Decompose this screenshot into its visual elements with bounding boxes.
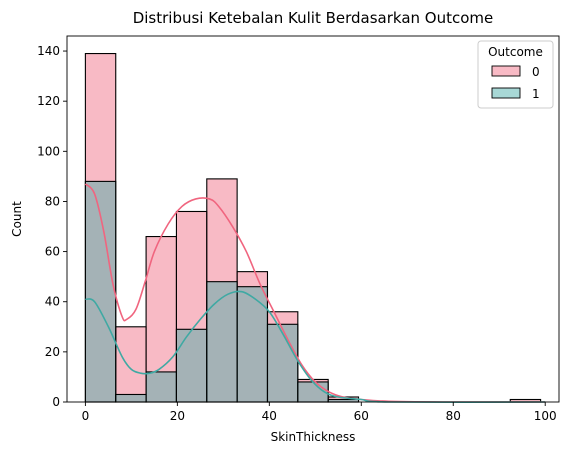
legend-swatch-0 [491, 65, 521, 77]
bar-outcome-1-bin-3 [175, 328, 208, 403]
legend-swatch-1 [491, 87, 521, 99]
bar-outcome-1-bin-5 [236, 286, 269, 403]
y-tick-label: 80 [45, 194, 60, 208]
bar-outcome-0-bin-3 [175, 210, 208, 403]
bar-outcome-0-bin-1 [115, 326, 147, 403]
y-axis-ticks: 0 20 40 60 80 100 120 140 [37, 44, 67, 409]
y-tick-label: 140 [37, 44, 60, 58]
x-axis-label: SkinThickness [271, 430, 356, 444]
y-axis-label: Count [10, 201, 24, 237]
y-tick-label: 60 [45, 245, 60, 259]
legend: Outcome 0 1 [477, 40, 554, 109]
legend-box [477, 40, 554, 109]
bar-outcome-1-bin-2 [145, 371, 177, 403]
kde-curves [84, 183, 546, 403]
bar-outcome-1-bin-6 [266, 323, 299, 403]
plot-frame [66, 35, 560, 403]
y-tick-label: 0 [52, 395, 60, 409]
x-tick-label: 60 [354, 409, 369, 423]
bar-outcome-0-bin-2 [145, 235, 177, 403]
bar-outcome-1-bin-1 [115, 393, 147, 403]
x-tick-label: 100 [534, 409, 557, 423]
x-tick-label: 20 [170, 409, 185, 423]
x-tick-label: 40 [262, 409, 277, 423]
legend-title: Outcome [488, 45, 543, 59]
x-tick-label: 0 [82, 409, 90, 423]
bars-outcome-0 [84, 52, 542, 403]
chart-title: Distribusi Ketebalan Kulit Berdasarkan O… [133, 9, 494, 27]
bar-outcome-0-bin-0 [84, 52, 117, 403]
y-tick-label: 100 [37, 144, 60, 158]
legend-label-1: 1 [532, 87, 540, 101]
y-tick-label: 20 [45, 345, 60, 359]
y-tick-label: 40 [45, 295, 60, 309]
x-tick-label: 80 [446, 409, 461, 423]
y-tick-label: 120 [37, 94, 60, 108]
x-axis-ticks: 0 20 40 60 80 100 [82, 402, 557, 423]
kde-line-outcome-1 [85, 290, 546, 403]
bar-outcome-1-bin-4 [206, 281, 238, 403]
legend-label-0: 0 [532, 65, 540, 79]
